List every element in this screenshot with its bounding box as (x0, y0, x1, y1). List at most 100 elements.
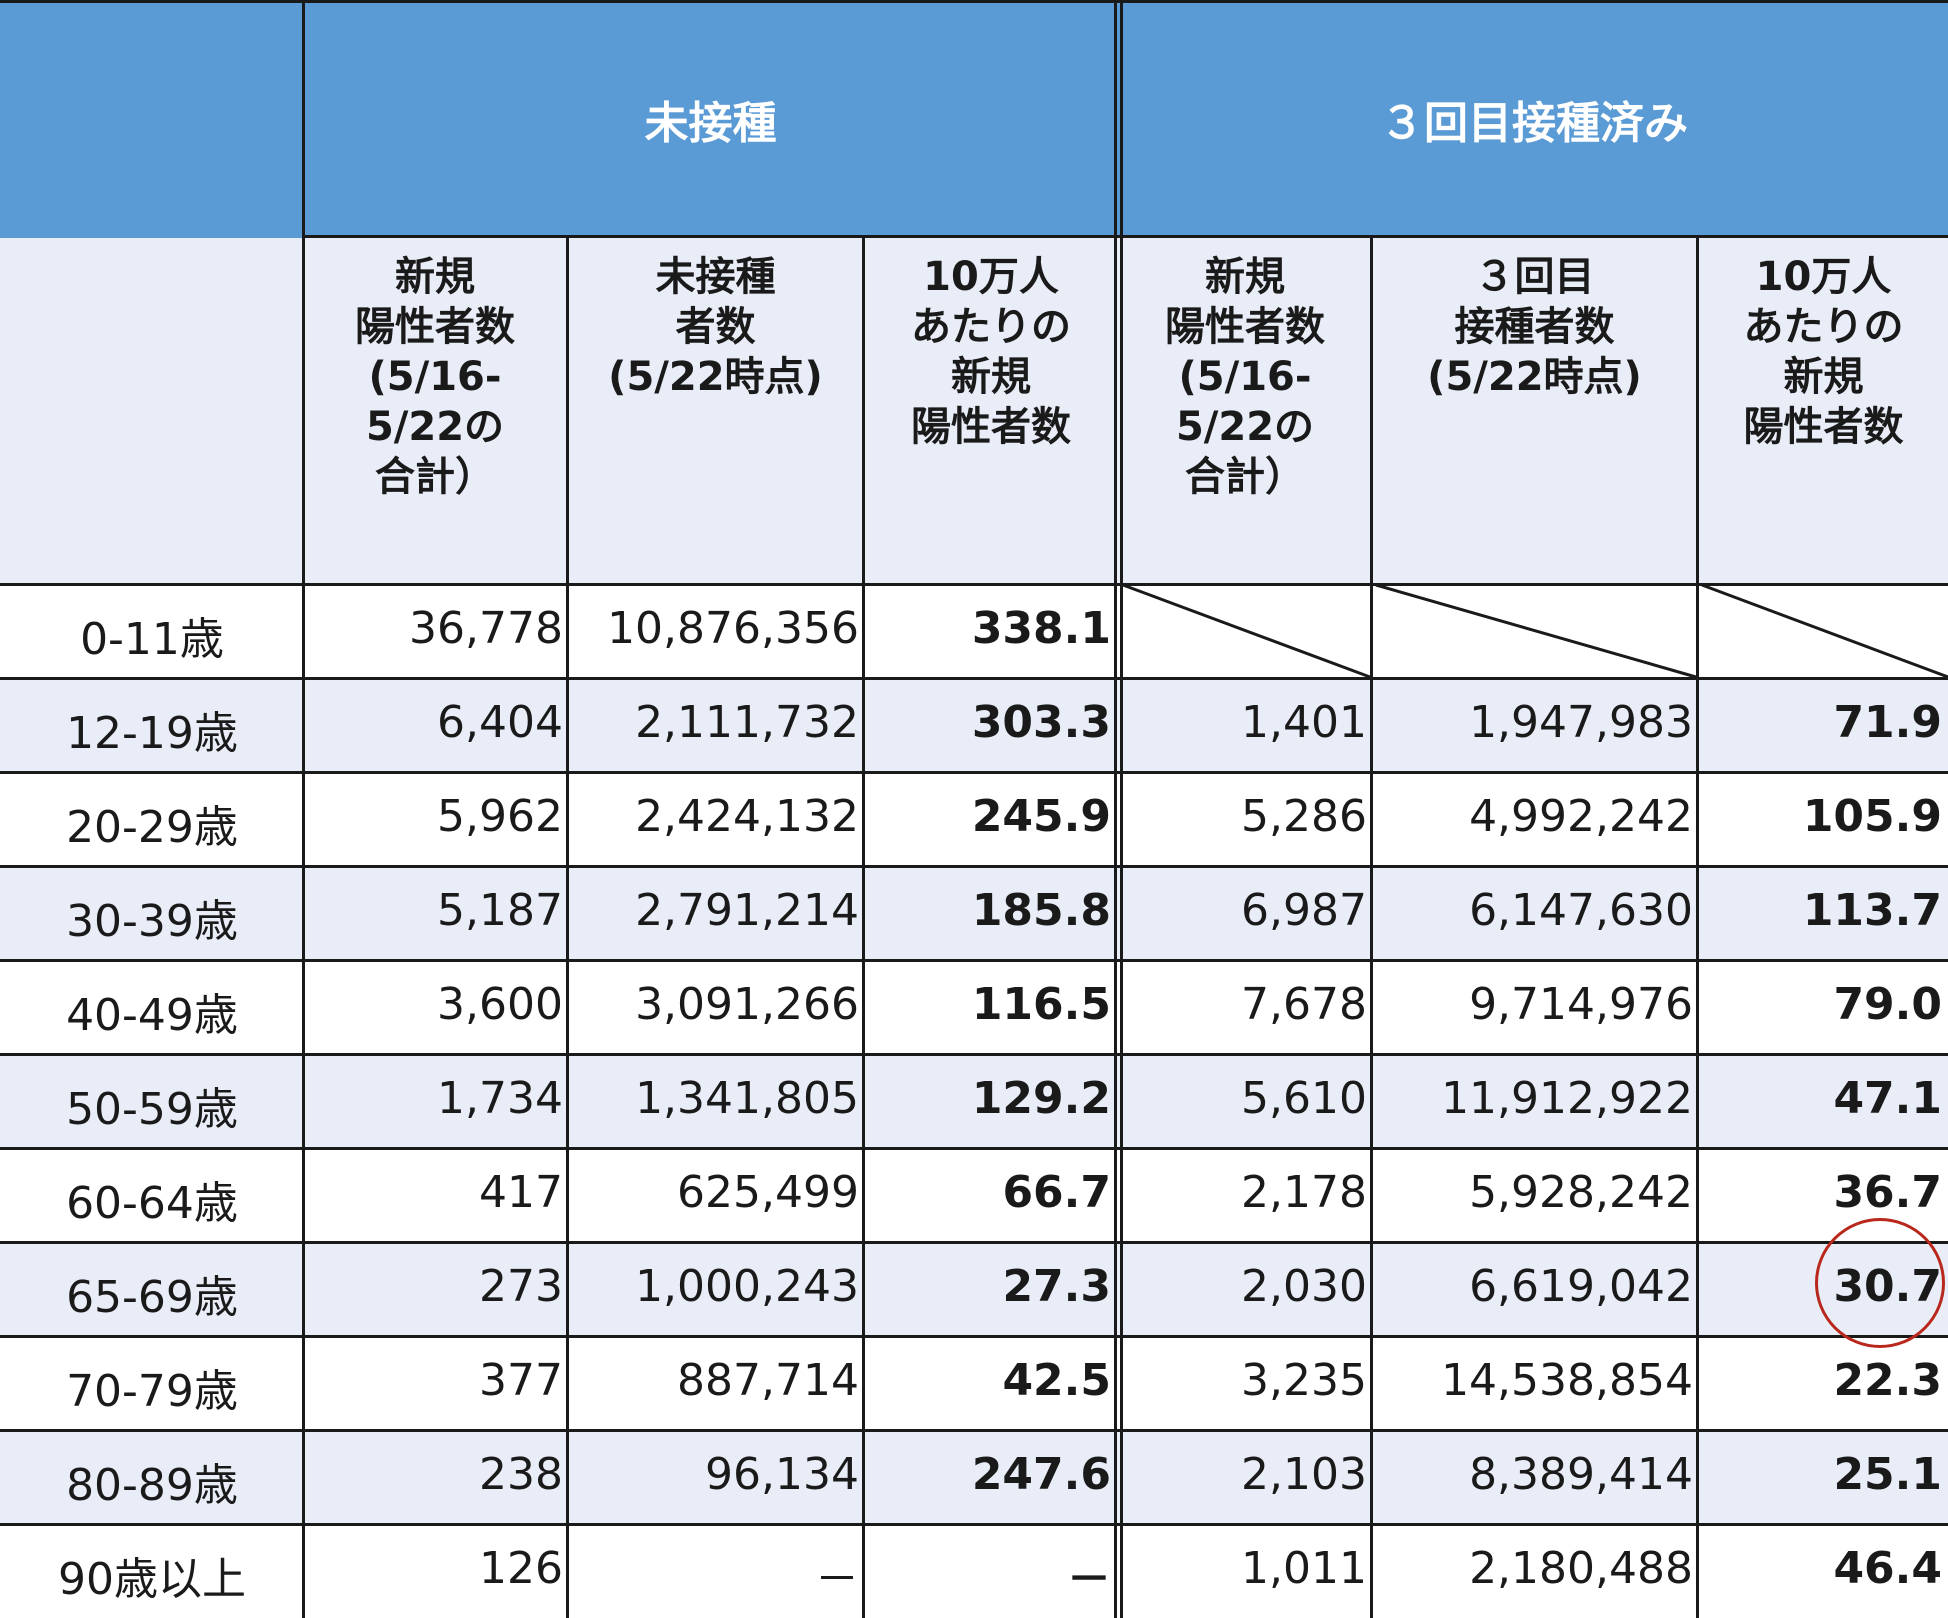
cell-new-cases-third-dose: 2,178 (1241, 1167, 1367, 1218)
cell-per100k-third-dose: 22.3 (1833, 1355, 1942, 1406)
cell-age-group: 80-89歳 (66, 1460, 238, 1511)
diagonal-line (1375, 583, 1697, 679)
cell-per100k-unvaccinated: － (1067, 1554, 1111, 1605)
diagonal-line (1122, 583, 1371, 679)
row-divider (0, 1429, 1948, 1432)
table-row: 12-19歳 6,404 2,111,732 303.3 1,401 1,947,983 7… (0, 677, 1948, 771)
column-divider (302, 0, 305, 1618)
cell-new-cases-third-dose: 5,286 (1241, 791, 1367, 842)
cell-new-cases-third-dose: 5,610 (1241, 1073, 1367, 1124)
cell-new-cases-unvaccinated: 36,778 (409, 603, 563, 654)
cell-age-group: 50-59歳 (66, 1084, 238, 1135)
cell-new-cases-third-dose: 3,235 (1241, 1355, 1367, 1406)
cell-age-group: 40-49歳 (66, 990, 238, 1041)
cell-unvaccinated-count: 2,424,132 (635, 791, 859, 842)
cell-new-cases-third-dose: 1,011 (1241, 1543, 1367, 1594)
cell-unvaccinated-count: 3,091,266 (635, 979, 859, 1030)
cell-new-cases-third-dose: 1,401 (1241, 697, 1367, 748)
table-row: 70-79歳 377 887,714 42.5 3,235 14,538,854 22.3 (0, 1335, 1948, 1429)
cell-age-group: 90歳以上 (58, 1554, 246, 1605)
cell-new-cases-unvaccinated: 1,734 (437, 1073, 563, 1124)
row-divider (0, 0, 1948, 3)
cell-per100k-unvaccinated: 247.6 (971, 1449, 1111, 1500)
table-row: 20-29歳 5,962 2,424,132 245.9 5,286 4,992,242 1… (0, 771, 1948, 865)
cell-new-cases-unvaccinated: 238 (479, 1449, 563, 1500)
cell-third-dose-count: 6,147,630 (1469, 885, 1693, 936)
cell-per100k-third-dose: 105.9 (1802, 791, 1942, 842)
cell-third-dose-count: 6,619,042 (1469, 1261, 1693, 1312)
cell-per100k-third-dose: 71.9 (1833, 697, 1942, 748)
cell-third-dose-count: 5,928,242 (1469, 1167, 1693, 1218)
cell-third-dose-count: 11,912,922 (1441, 1073, 1693, 1124)
cell-new-cases-third-dose: 6,987 (1241, 885, 1367, 936)
row-divider (0, 865, 1948, 868)
cell-new-cases-unvaccinated: 5,962 (437, 791, 563, 842)
cell-per100k-unvaccinated: 66.7 (1002, 1167, 1111, 1218)
cell-new-cases-unvaccinated: 6,404 (437, 697, 563, 748)
col-header-new-cases-third-dose: 新規 陽性者数 (5/16- 5/22の 合計） (1165, 254, 1325, 500)
cell-per100k-unvaccinated: 338.1 (971, 603, 1111, 654)
row-divider (0, 1241, 1948, 1244)
group-title-third-dose: ３回目接種済み (1380, 98, 1688, 149)
column-divider (862, 238, 865, 1618)
cell-per100k-third-dose: 36.7 (1833, 1167, 1942, 1218)
group-header-band (0, 0, 1948, 238)
table-row: 90歳以上 126 － － 1,011 2,180,488 46.4 (0, 1523, 1948, 1617)
cell-third-dose-count: 9,714,976 (1469, 979, 1693, 1030)
cell-unvaccinated-count: 887,714 (677, 1355, 859, 1406)
row-divider (302, 235, 1948, 238)
table-row: 60-64歳 417 625,499 66.7 2,178 5,928,242 36.7 (0, 1147, 1948, 1241)
table-row: 40-49歳 3,600 3,091,266 116.5 7,678 9,714,976 7… (0, 959, 1948, 1053)
cell-new-cases-third-dose: 2,103 (1241, 1449, 1367, 1500)
cell-per100k-third-dose: 113.7 (1802, 885, 1942, 936)
cell-new-cases-unvaccinated: 3,600 (437, 979, 563, 1030)
cell-per100k-unvaccinated: 245.9 (971, 791, 1111, 842)
row-divider (0, 771, 1948, 774)
cell-per100k-third-dose: 47.1 (1833, 1073, 1942, 1124)
column-divider (1120, 0, 1123, 1618)
cell-unvaccinated-count: 1,000,243 (635, 1261, 859, 1312)
cell-per100k-unvaccinated: 185.8 (971, 885, 1111, 936)
cell-unvaccinated-count: 2,791,214 (635, 885, 859, 936)
cell-per100k-unvaccinated: 27.3 (1002, 1261, 1111, 1312)
row-divider (0, 1147, 1948, 1150)
row-divider (0, 959, 1948, 962)
cell-per100k-unvaccinated: 129.2 (971, 1073, 1111, 1124)
cell-per100k-unvaccinated: 303.3 (971, 697, 1111, 748)
col-header-third-dose-count: ３回目 接種者数 (5/22時点) (1427, 254, 1642, 400)
cell-new-cases-unvaccinated: 417 (479, 1167, 563, 1218)
cell-per100k-unvaccinated: 42.5 (1002, 1355, 1111, 1406)
table-row: 80-89歳 238 96,134 247.6 2,103 8,389,414 25.1 (0, 1429, 1948, 1523)
cell-unvaccinated-count: － (815, 1554, 859, 1605)
cell-third-dose-count: 14,538,854 (1441, 1355, 1693, 1406)
table-row: 50-59歳 1,734 1,341,805 129.2 5,610 11,912,922… (0, 1053, 1948, 1147)
column-divider (1696, 238, 1699, 1618)
cell-new-cases-unvaccinated: 5,187 (437, 885, 563, 936)
column-divider (1114, 0, 1117, 1618)
row-divider (0, 1523, 1948, 1526)
cell-age-group: 30-39歳 (66, 896, 238, 947)
table-row: 65-69歳 273 1,000,243 27.3 2,030 6,619,042 30.7 (0, 1241, 1948, 1335)
cell-age-group: 0-11歳 (80, 614, 224, 665)
cell-age-group: 60-64歳 (66, 1178, 238, 1229)
cell-unvaccinated-count: 2,111,732 (635, 697, 859, 748)
column-divider (566, 238, 569, 1618)
cell-unvaccinated-count: 96,134 (705, 1449, 859, 1500)
column-divider (1370, 238, 1373, 1618)
cell-third-dose-count: 2,180,488 (1469, 1543, 1693, 1594)
cell-age-group: 70-79歳 (66, 1366, 238, 1417)
cell-new-cases-third-dose: 2,030 (1241, 1261, 1367, 1312)
cell-new-cases-unvaccinated: 126 (479, 1543, 563, 1594)
cell-age-group: 20-29歳 (66, 802, 238, 853)
cell-unvaccinated-count: 10,876,356 (607, 603, 859, 654)
cell-per100k-unvaccinated: 116.5 (971, 979, 1111, 1030)
cell-per100k-third-dose: 25.1 (1833, 1449, 1942, 1500)
row-divider (0, 1335, 1948, 1338)
row-divider (0, 1053, 1948, 1056)
cell-per100k-third-dose: 46.4 (1833, 1543, 1942, 1594)
table-row: 30-39歳 5,187 2,791,214 185.8 6,987 6,147,630 1… (0, 865, 1948, 959)
group-title-unvaccinated: 未接種 (644, 98, 777, 149)
cell-new-cases-third-dose: 7,678 (1241, 979, 1367, 1030)
